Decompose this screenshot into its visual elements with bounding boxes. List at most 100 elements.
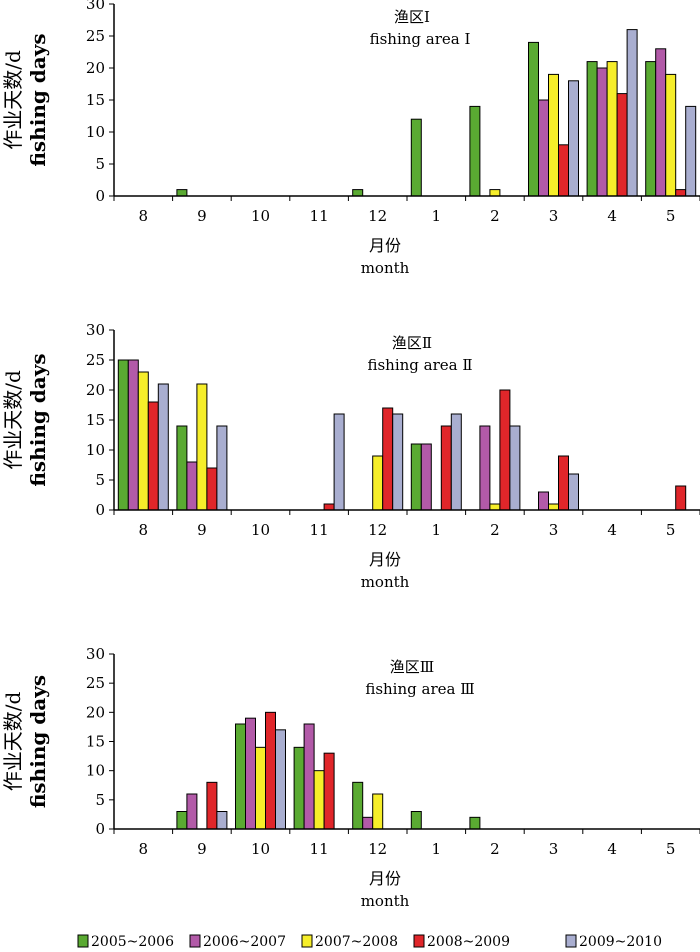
bar-3-2006~2007-11 (303, 723, 315, 830)
bar-2-2005~2006-9 (176, 425, 188, 511)
x-axis-label-cn: 月份 (369, 236, 401, 255)
bar-3-2008~2009-11 (323, 752, 335, 830)
bar-2-2007~2008-12 (372, 455, 384, 511)
y-axis-label-cn: 作业天数/d (1, 50, 25, 150)
bar-2-2009~2010-8 (157, 383, 169, 511)
x-tick-label: 12 (368, 207, 387, 225)
x-axis-label-cn: 月份 (369, 869, 401, 888)
x-tick-label: 1 (432, 521, 442, 539)
x-tick-label: 3 (549, 840, 559, 858)
legend: 2005~2006 2006~2007 2007~2008 2008~2009 2009… (77, 934, 662, 950)
y-tick-label: 5 (95, 471, 105, 489)
x-tick-label: 5 (666, 521, 676, 539)
y-tick-label: 30 (86, 645, 105, 663)
x-tick-label: 10 (251, 840, 270, 858)
bar-1-2005~2006-5 (645, 61, 657, 197)
x-tick-label: 1 (432, 840, 442, 858)
bar-3-2006~2007-10 (245, 717, 256, 830)
bar-3-2007~2008-10 (255, 746, 266, 830)
bar-2-2008~2009-11 (323, 503, 335, 511)
bar-2-2007~2008-9 (196, 383, 208, 511)
bar-2-2008~2009-9 (206, 467, 218, 511)
legend-swatch-2005~2006 (77, 934, 89, 948)
x-tick-label: 11 (310, 521, 329, 539)
bar-2-2008~2009-2 (499, 389, 511, 511)
bar-2-2008~2009-8 (147, 401, 159, 511)
bar-2-2009~2010-9 (216, 425, 228, 511)
y-tick-label: 30 (86, 0, 105, 13)
bar-2-2008~2009-5 (675, 485, 687, 511)
panel-title: 渔区Ⅱ (392, 334, 432, 352)
bar-1-2007~2008-3 (548, 73, 559, 197)
x-tick-label: 9 (197, 521, 207, 539)
y-tick-label: 10 (86, 762, 105, 780)
bar-1-2005~2006-12 (352, 189, 364, 197)
bar-2-2008~2009-12 (382, 407, 394, 511)
x-tick-label: 11 (310, 207, 329, 225)
x-tick-label: 2 (490, 840, 500, 858)
x-tick-label: 9 (197, 840, 207, 858)
bar-1-2005~2006-4 (586, 61, 598, 197)
bar-1-2008~2009-3 (558, 144, 569, 197)
bar-1-2005~2006-1 (410, 118, 422, 197)
bar-3-2005~2006-1 (410, 811, 422, 830)
bar-1-2005~2006-2 (469, 105, 481, 197)
x-tick-label: 3 (549, 521, 559, 539)
bar-2-2007~2008-2 (489, 503, 501, 511)
bar-3-2007~2008-11 (313, 770, 325, 830)
bar-2-2006~2007-9 (186, 461, 198, 511)
bar-1-2009~2010-5 (685, 105, 697, 197)
x-tick-label: 12 (368, 521, 387, 539)
x-axis-label-en: month (361, 573, 410, 591)
y-tick-label: 5 (95, 791, 105, 809)
bar-2-2009~2010-11 (333, 413, 345, 511)
bar-2-2009~2010-12 (392, 413, 404, 511)
panel-subtitle: fishing area Ⅱ (367, 356, 472, 374)
x-tick-label: 5 (666, 840, 676, 858)
bar-1-2006~2007-5 (655, 48, 667, 197)
y-axis-label-en: fishing days (26, 675, 50, 808)
y-tick-label: 20 (86, 703, 105, 721)
bar-2-2009~2010-3 (568, 473, 579, 511)
panel-subtitle: fishing area Ⅰ (370, 30, 471, 48)
x-tick-label: 11 (310, 840, 329, 858)
x-axis-label-cn: 月份 (369, 550, 401, 569)
legend-label: 2008~2009 (427, 934, 510, 950)
legend-label: 2005~2006 (91, 934, 174, 950)
x-tick-label: 2 (490, 521, 500, 539)
x-axis-label-en: month (361, 259, 410, 277)
x-tick-label: 8 (139, 840, 149, 858)
x-axis-label-en: month (361, 892, 410, 910)
bar-1-2007~2008-4 (606, 61, 618, 197)
y-tick-label: 25 (86, 27, 105, 45)
x-tick-label: 4 (607, 521, 617, 539)
y-axis-label-en: fishing days (26, 33, 50, 166)
y-tick-label: 25 (86, 674, 105, 692)
bar-2-2009~2010-2 (509, 425, 521, 511)
bar-3-2009~2010-10 (275, 729, 286, 830)
bar-1-2008~2009-5 (675, 189, 687, 197)
y-tick-label: 0 (95, 820, 105, 838)
y-tick-label: 5 (95, 155, 105, 173)
legend-label: 2009~2010 (579, 934, 662, 950)
x-tick-label: 12 (368, 840, 387, 858)
bar-2-2005~2006-8 (117, 359, 129, 511)
legend-swatch-2007~2008 (301, 934, 313, 948)
x-tick-label: 1 (432, 207, 442, 225)
y-axis-label-cn: 作业天数/d (1, 692, 25, 792)
x-tick-label: 5 (666, 207, 676, 225)
y-tick-label: 20 (86, 381, 105, 399)
y-tick-label: 10 (86, 123, 105, 141)
bar-1-2009~2010-4 (626, 29, 638, 197)
x-tick-label: 3 (549, 207, 559, 225)
bar-3-2006~2007-12 (362, 816, 374, 830)
bar-2-2007~2008-3 (548, 503, 559, 511)
bar-3-2008~2009-9 (206, 781, 218, 830)
legend-swatch-2006~2007 (189, 934, 201, 948)
bar-3-2005~2006-2 (469, 816, 481, 830)
bar-3-2005~2006-9 (176, 811, 188, 830)
bar-3-2005~2006-12 (352, 781, 364, 830)
bar-3-2009~2010-9 (216, 811, 228, 830)
